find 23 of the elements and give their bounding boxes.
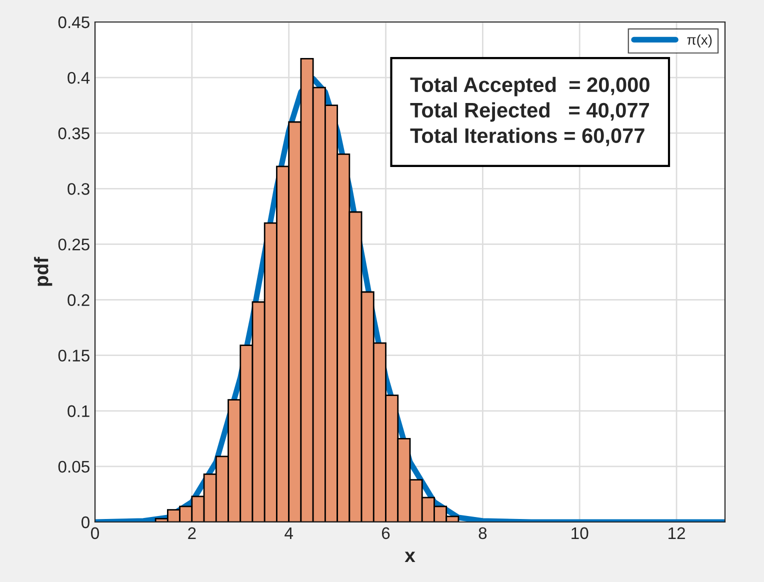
- annotation: Total Accepted = 20,000: [410, 76, 650, 96]
- y-axis-title: pdf: [34, 256, 52, 286]
- y-tick-label: 0.4: [68, 72, 90, 84]
- x-tick-label: 10: [572, 527, 588, 540]
- x-tick-label: 2: [188, 527, 196, 539]
- x-tick-label: 4: [284, 527, 293, 539]
- y-tick-label: 0.05: [58, 460, 90, 473]
- x-tick-label: 8: [478, 527, 487, 540]
- legend-label: π(x): [687, 34, 712, 48]
- y-tick-label: 0.45: [58, 16, 90, 28]
- y-tick-label: 0.3: [68, 183, 90, 195]
- y-tick-label: 0.35: [58, 128, 90, 140]
- y-tick-label: 0.25: [58, 238, 90, 250]
- annotation: Total Iterations = 60,077: [410, 128, 644, 146]
- x-tick-label: 12: [668, 527, 685, 539]
- y-tick-label: 0.1: [68, 405, 90, 418]
- x-axis-title: x: [404, 552, 416, 562]
- x-tick-label: 6: [382, 527, 390, 540]
- x-tick-label: 0: [91, 527, 99, 540]
- annotation: Total Rejected = 40,077: [410, 102, 649, 122]
- y-tick-label: 0.15: [58, 350, 90, 362]
- y-tick-label: 0: [82, 516, 90, 528]
- y-tick-label: 0.2: [68, 294, 90, 306]
